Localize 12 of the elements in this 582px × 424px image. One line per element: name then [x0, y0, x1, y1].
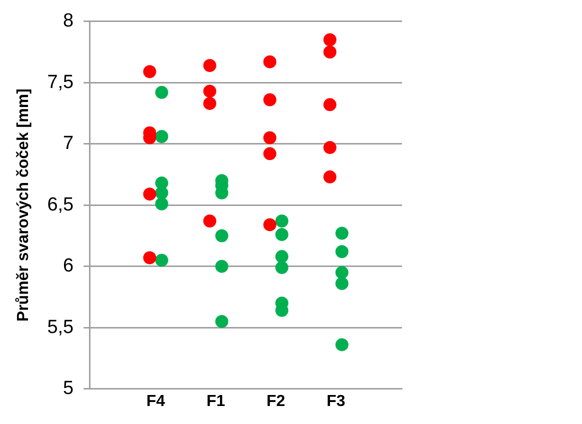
y-tick-label: 7 [63, 133, 74, 154]
y-tick-label: 5,5 [47, 316, 74, 338]
x-tick-label: F2 [266, 392, 286, 410]
y-tick-label: 6,5 [47, 194, 74, 216]
y-tick-label: 6 [63, 256, 74, 277]
y-axis-title: Průměr svarových čoček [mm] [15, 88, 32, 322]
y-tick-label: 7,5 [47, 72, 74, 93]
y-tick-label: 8 [63, 10, 74, 32]
x-tick-label: F3 [326, 392, 346, 410]
x-tick-label: F4 [146, 392, 166, 410]
y-tick-label: 5 [63, 378, 74, 400]
x-tick-label: F1 [206, 392, 226, 410]
